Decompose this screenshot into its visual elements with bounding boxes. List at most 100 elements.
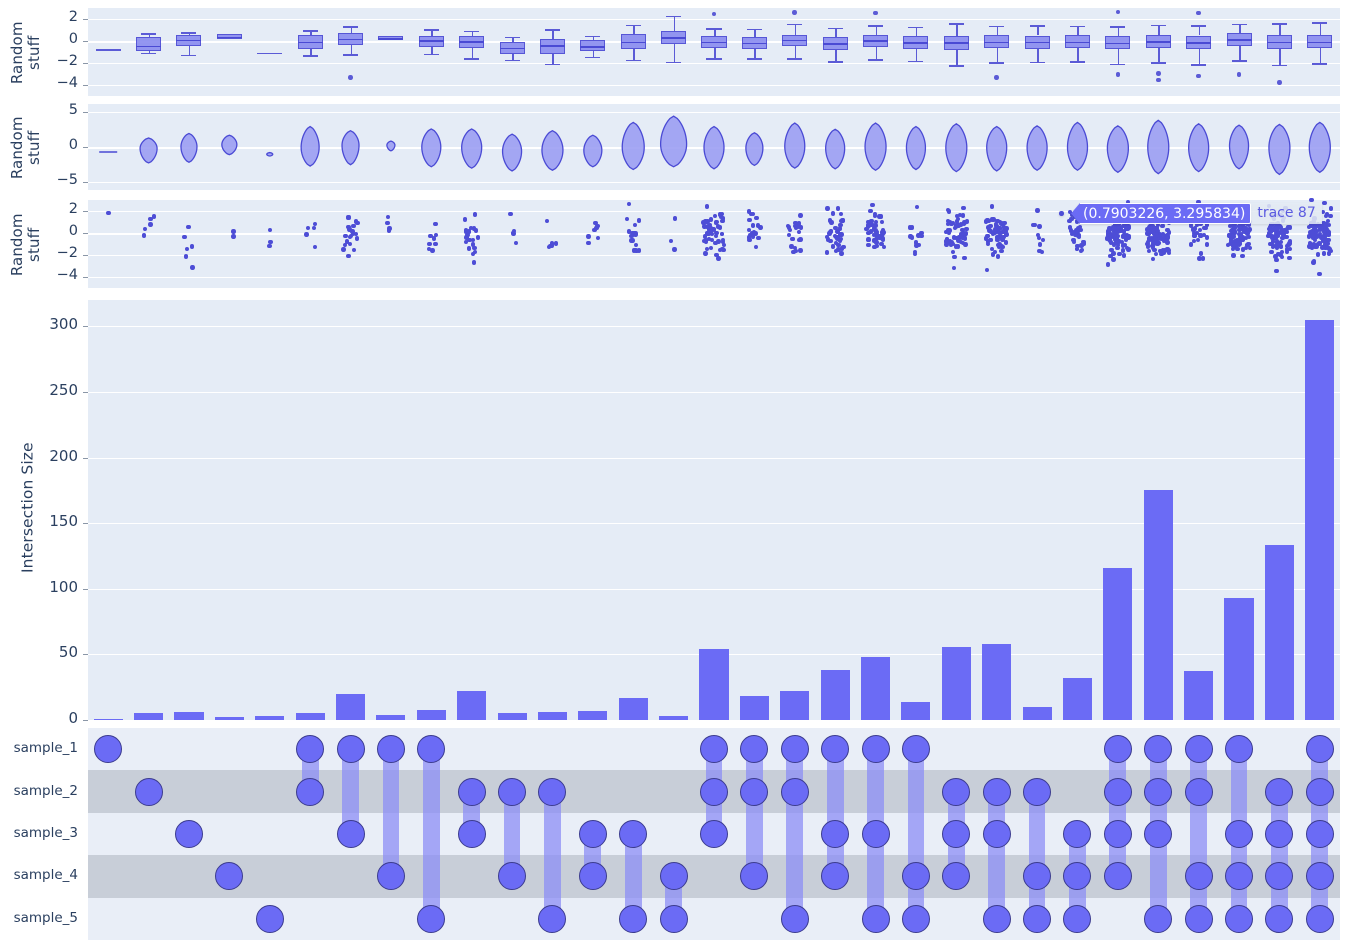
intersection-bar[interactable] [497, 713, 527, 720]
intersection-bar[interactable] [780, 691, 810, 720]
matrix-dot-filled[interactable] [215, 862, 244, 891]
matrix-dot-filled[interactable] [1184, 862, 1213, 891]
matrix-dot-filled[interactable] [174, 820, 203, 848]
intersection-bar[interactable] [1184, 671, 1214, 720]
intersection-bar[interactable] [618, 697, 648, 720]
matrix-dot-filled[interactable] [376, 862, 405, 891]
matrix-dot-filled[interactable] [578, 820, 607, 848]
intersection-bar[interactable] [1264, 545, 1294, 720]
intersection-bar[interactable] [295, 713, 325, 720]
matrix-dot-filled[interactable] [1184, 904, 1213, 933]
matrix-dot-filled[interactable] [740, 777, 769, 806]
matrix-dot-filled[interactable] [700, 777, 728, 806]
matrix-dot-filled[interactable] [457, 820, 486, 848]
matrix-dot-filled[interactable] [619, 820, 648, 848]
matrix-dot-filled[interactable] [1265, 904, 1294, 933]
intersection-bar[interactable] [214, 717, 244, 720]
matrix-dot-filled[interactable] [1265, 862, 1294, 891]
matrix-dot-filled[interactable] [1225, 862, 1254, 891]
matrix-dot-filled[interactable] [1103, 820, 1132, 848]
intersection-bar[interactable] [174, 712, 204, 720]
intersection-bar[interactable] [335, 693, 366, 720]
matrix-dot-filled[interactable] [1184, 735, 1213, 764]
matrix-dot-filled[interactable] [1144, 820, 1173, 848]
matrix-dot-filled[interactable] [134, 777, 163, 806]
matrix-dot-filled[interactable] [780, 777, 809, 806]
matrix-dot-filled[interactable] [578, 862, 607, 891]
intersection-bar[interactable] [255, 716, 285, 720]
matrix-dot-filled[interactable] [821, 862, 850, 891]
matrix-dot-filled[interactable] [1184, 777, 1213, 806]
intersection-bar[interactable] [376, 714, 406, 720]
matrix-dot-filled[interactable] [861, 904, 890, 933]
matrix-dot-filled[interactable] [1305, 820, 1334, 848]
matrix-dot-filled[interactable] [1023, 862, 1052, 891]
matrix-dot-filled[interactable] [740, 735, 769, 764]
matrix-dot-filled[interactable] [982, 777, 1011, 806]
intersection-bar[interactable] [134, 713, 164, 720]
matrix-dot-filled[interactable] [1063, 904, 1092, 933]
matrix-dot-filled[interactable] [1063, 862, 1092, 891]
matrix-dot-filled[interactable] [457, 777, 486, 806]
matrix-dot-filled[interactable] [700, 820, 728, 848]
intersection-bar[interactable] [739, 696, 769, 720]
intersection-bar[interactable] [861, 657, 891, 720]
matrix-dot-filled[interactable] [700, 735, 728, 764]
intersection-bar[interactable] [1305, 319, 1335, 720]
matrix-dot-filled[interactable] [740, 862, 769, 891]
matrix-dot-filled[interactable] [296, 735, 325, 764]
matrix-dot-filled[interactable] [417, 904, 446, 933]
intersection-bar[interactable] [416, 709, 446, 720]
intersection-bar[interactable] [941, 646, 971, 720]
matrix-dot-filled[interactable] [1305, 777, 1334, 806]
matrix-dot-filled[interactable] [336, 820, 365, 848]
matrix-dot-filled[interactable] [780, 735, 809, 764]
matrix-dot-filled[interactable] [1265, 777, 1294, 806]
matrix-dot-filled[interactable] [1103, 862, 1132, 891]
matrix-dot-filled[interactable] [336, 735, 365, 764]
intersection-bar[interactable] [1224, 597, 1254, 720]
matrix-dot-filled[interactable] [942, 777, 971, 806]
intersection-bar[interactable] [1062, 678, 1093, 720]
matrix-dot-filled[interactable] [1103, 735, 1132, 764]
matrix-dot-filled[interactable] [780, 904, 809, 933]
intersection-bar[interactable] [982, 643, 1012, 720]
intersection-bar[interactable] [659, 716, 689, 720]
matrix-dot-filled[interactable] [982, 820, 1011, 848]
matrix-dot-filled[interactable] [861, 820, 890, 848]
intersection-bar[interactable] [1022, 706, 1052, 720]
matrix-dot-filled[interactable] [417, 735, 446, 764]
matrix-dot-filled[interactable] [821, 820, 850, 848]
matrix-dot-filled[interactable] [1063, 820, 1092, 848]
matrix-dot-filled[interactable] [1265, 820, 1294, 848]
matrix-dot-filled[interactable] [619, 904, 648, 933]
intersection-bar[interactable] [537, 712, 567, 720]
matrix-dot-filled[interactable] [1305, 735, 1334, 764]
matrix-dot-filled[interactable] [1103, 777, 1132, 806]
matrix-dot-filled[interactable] [659, 904, 688, 933]
matrix-dot-filled[interactable] [1144, 777, 1173, 806]
intersection-bar[interactable] [1143, 490, 1173, 720]
matrix-dot-filled[interactable] [659, 862, 688, 891]
matrix-dot-filled[interactable] [1023, 904, 1052, 933]
matrix-dot-filled[interactable] [901, 862, 930, 891]
intersection-bar[interactable] [699, 649, 729, 720]
matrix-dot-filled[interactable] [942, 820, 971, 848]
intersection-bar[interactable] [901, 701, 931, 720]
matrix-dot-filled[interactable] [255, 904, 284, 933]
matrix-dot-filled[interactable] [901, 904, 930, 933]
intersection-bar[interactable] [1103, 567, 1133, 720]
matrix-dot-filled[interactable] [1305, 862, 1334, 891]
matrix-dot-filled[interactable] [942, 862, 971, 891]
matrix-dot-filled[interactable] [1225, 904, 1254, 933]
matrix-dot-filled[interactable] [1023, 777, 1052, 806]
matrix-dot-filled[interactable] [1225, 820, 1254, 848]
matrix-dot-filled[interactable] [376, 735, 405, 764]
matrix-dot-filled[interactable] [296, 777, 325, 806]
matrix-dot-filled[interactable] [498, 862, 527, 891]
matrix-dot-filled[interactable] [901, 735, 930, 764]
matrix-dot-filled[interactable] [982, 904, 1011, 933]
intersection-bar[interactable] [93, 718, 123, 721]
matrix-dot-filled[interactable] [821, 735, 850, 764]
matrix-dot-filled[interactable] [94, 735, 123, 764]
